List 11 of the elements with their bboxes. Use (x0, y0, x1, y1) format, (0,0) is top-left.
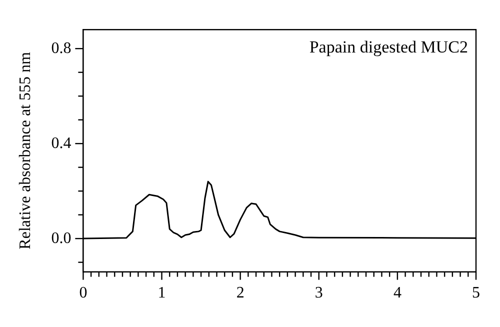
y-tick-label: 0.8 (51, 40, 72, 57)
y-tick-label: 0.4 (51, 134, 72, 152)
x-tick-label: 5 (472, 284, 480, 302)
x-tick-label: 4 (393, 284, 402, 302)
y-tick-label: 0.0 (51, 230, 72, 247)
x-tick-label: 2 (236, 284, 244, 302)
y-axis-title: Relative absorbance at 555 nm (16, 52, 34, 250)
annotation: Papain digested MUC2 (309, 38, 468, 57)
x-tick-label: 3 (314, 284, 323, 302)
x-tick-label: 0 (79, 284, 88, 302)
x-tick-label: 1 (158, 284, 166, 302)
